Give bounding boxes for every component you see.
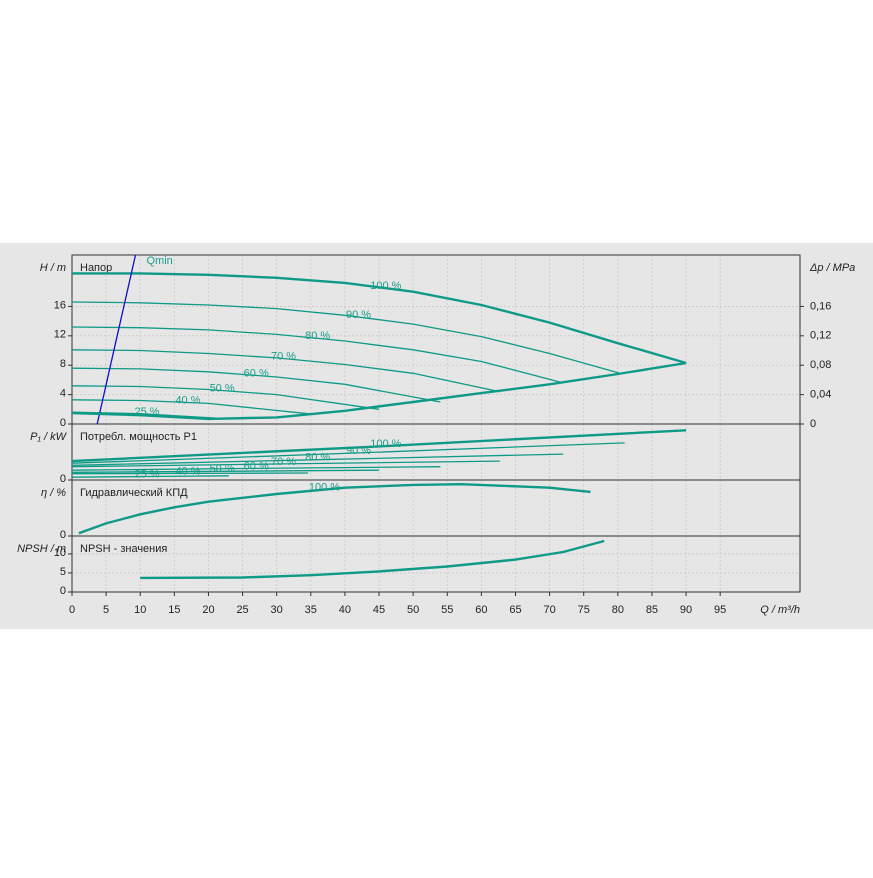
- y-tick-label: 4: [60, 388, 66, 400]
- x-tick-label: 65: [509, 604, 521, 616]
- y2-tick-label: 0,08: [810, 359, 831, 371]
- curve-label: 100 %: [370, 280, 401, 292]
- curve: [71, 349, 500, 393]
- x-tick-label: 15: [168, 604, 180, 616]
- curve-label: 100 %: [309, 481, 340, 493]
- panel-title: Потребл. мощность P1: [80, 431, 197, 443]
- x-tick-label: 45: [373, 604, 385, 616]
- x-tick-label: 5: [103, 604, 109, 616]
- y-tick-label: 0: [60, 529, 66, 541]
- x-tick-label: 85: [646, 604, 658, 616]
- curve: [140, 539, 605, 580]
- curve: [96, 254, 137, 425]
- y2-tick-label: 0,04: [810, 389, 831, 401]
- y2-axis-label: Δp / MPa: [809, 262, 855, 274]
- panel-title: Гидравлический КПД: [80, 487, 188, 499]
- y-tick-label: 10: [54, 547, 66, 559]
- x-tick-label: 25: [236, 604, 248, 616]
- plot-area: [72, 255, 800, 424]
- curve: [71, 475, 229, 478]
- curve-label: 60 %: [244, 367, 269, 379]
- curve: [71, 429, 687, 463]
- plot-area: [72, 424, 800, 480]
- curve: [78, 482, 591, 535]
- x-tick-label: 80: [612, 604, 624, 616]
- curve: [71, 442, 625, 464]
- curve-label: 40 %: [175, 465, 200, 477]
- curve: [71, 469, 380, 473]
- curve-label: 100 %: [370, 438, 401, 450]
- curve: [71, 460, 500, 468]
- curve: [71, 301, 621, 374]
- curve: [72, 272, 687, 365]
- y-tick-label: 16: [54, 299, 66, 311]
- plot-frame: [71, 535, 801, 593]
- curve-label: 25 %: [135, 468, 160, 480]
- y-axis-label: P₁ / kW: [30, 431, 67, 443]
- curve-label: 90 %: [346, 309, 371, 321]
- curve-label: Qmin: [146, 255, 172, 267]
- x-tick-label: 90: [680, 604, 692, 616]
- x-axis-label: Q / m³/h: [760, 604, 800, 616]
- curve-label: 80 %: [305, 330, 330, 342]
- x-tick-label: 60: [475, 604, 487, 616]
- x-tick-label: 10: [134, 604, 146, 616]
- curve: [71, 466, 441, 471]
- x-tick-label: 50: [407, 604, 419, 616]
- y-tick-label: 12: [54, 329, 66, 341]
- x-tick-label: 0: [69, 604, 75, 616]
- curve-label: 40 %: [175, 394, 200, 406]
- x-tick-label: 70: [543, 604, 555, 616]
- y-tick-label: 0: [60, 585, 66, 597]
- panel-title: Напор: [80, 262, 112, 274]
- curve: [71, 326, 564, 384]
- y-axis-label: η / %: [41, 487, 66, 499]
- curve-label: 50 %: [210, 463, 235, 475]
- y-tick-label: 0: [60, 473, 66, 485]
- x-tick-label: 55: [441, 604, 453, 616]
- plot-area: [72, 536, 800, 592]
- y2-tick-label: 0: [810, 418, 816, 430]
- curve-label: 50 %: [210, 382, 235, 394]
- curve-label: 60 %: [244, 460, 269, 472]
- curve: [71, 367, 441, 403]
- curve: [71, 453, 564, 466]
- y2-tick-label: 0,12: [810, 330, 831, 342]
- x-tick-label: 30: [271, 604, 283, 616]
- curve: [71, 472, 309, 475]
- x-tick-label: 20: [202, 604, 214, 616]
- curve: [71, 399, 309, 415]
- y2-tick-label: 0,16: [810, 300, 831, 312]
- y-axis-label: H / m: [40, 262, 66, 274]
- x-tick-label: 40: [339, 604, 351, 616]
- x-tick-label: 35: [305, 604, 317, 616]
- panel-title: NPSH - значения: [80, 543, 167, 555]
- curve-label: 70 %: [271, 350, 296, 362]
- y-tick-label: 8: [60, 358, 66, 370]
- curve: [71, 361, 687, 421]
- plot-area: [72, 480, 800, 536]
- y-tick-label: 5: [60, 566, 66, 578]
- curve-label: 90 %: [346, 445, 371, 457]
- x-tick-label: 95: [714, 604, 726, 616]
- y-axis-label: NPSH / m: [17, 543, 66, 555]
- curve: [71, 385, 380, 410]
- curve-label: 70 %: [271, 456, 296, 468]
- curve-label: 80 %: [305, 452, 330, 464]
- y-tick-label: 0: [60, 417, 66, 429]
- x-tick-label: 75: [578, 604, 590, 616]
